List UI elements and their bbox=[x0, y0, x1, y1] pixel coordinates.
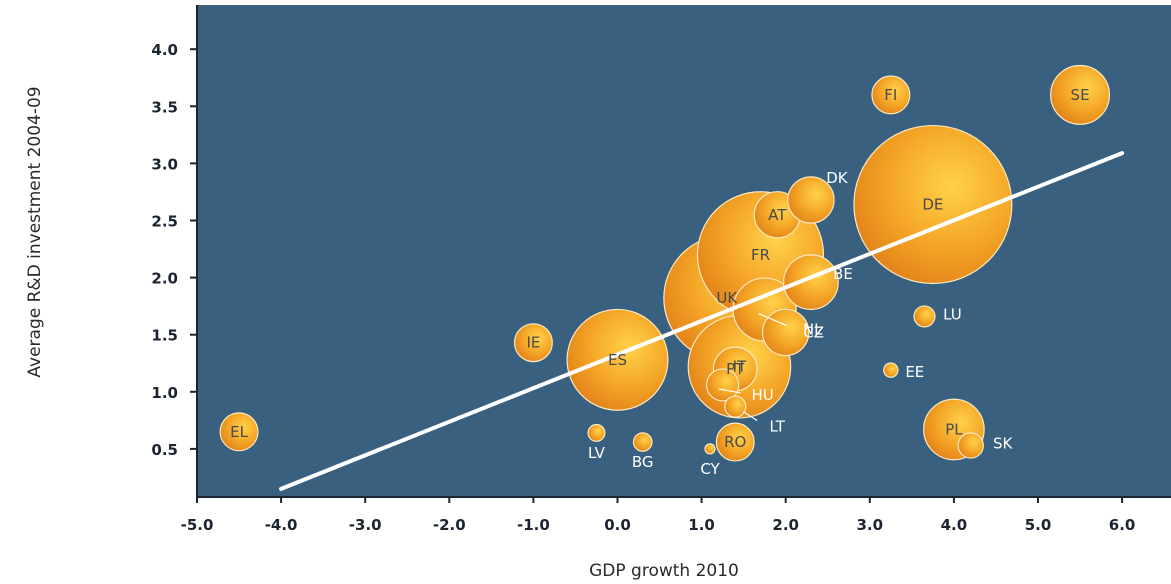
point-label-hu: HU bbox=[751, 386, 773, 404]
bubble-fi bbox=[871, 75, 911, 115]
y-tick-label: 2.0 bbox=[151, 270, 178, 288]
bubble-se bbox=[1050, 64, 1111, 125]
bubble-dk bbox=[787, 176, 835, 224]
point-label-se: SE bbox=[1071, 86, 1090, 104]
x-tick-label: -3.0 bbox=[349, 516, 382, 534]
bubble-cy bbox=[704, 443, 716, 455]
point-label-cz: CZ bbox=[803, 323, 824, 341]
leader-line-nl bbox=[758, 313, 787, 327]
trendline-layer bbox=[279, 151, 1125, 491]
bubble-lu bbox=[913, 305, 936, 328]
leader-line-lt bbox=[742, 411, 758, 422]
trendline bbox=[279, 151, 1125, 491]
bubble-hu bbox=[706, 368, 740, 402]
point-label-de: DE bbox=[922, 196, 943, 214]
point-label-it: IT bbox=[733, 358, 747, 376]
bubble-es bbox=[566, 308, 669, 411]
point-label-nl: NL bbox=[803, 321, 823, 339]
bubble-lv bbox=[587, 423, 606, 442]
point-label-be: BE bbox=[833, 265, 853, 283]
point-label-dk: DK bbox=[826, 169, 849, 187]
bubble-be bbox=[783, 254, 839, 311]
bubble-ie bbox=[513, 323, 553, 363]
point-label-ro: RO bbox=[724, 433, 746, 451]
y-axis-title: Average R&D investment 2004-09 bbox=[25, 86, 45, 377]
x-tick-label: 1.0 bbox=[688, 516, 715, 534]
y-tick-label: 0.5 bbox=[151, 441, 178, 459]
point-label-sk: SK bbox=[993, 434, 1014, 452]
point-label-at: AT bbox=[768, 206, 787, 224]
tick-layer: -5.0 -4.0 -3.0 -2.0 -1.0 0.0 1.0 2.0 3.0 4.0 5.0 6.… bbox=[151, 41, 1135, 534]
x-tick-label: -2.0 bbox=[433, 516, 466, 534]
x-tick-label: 6.0 bbox=[1109, 516, 1136, 534]
point-label-fi: FI bbox=[884, 86, 897, 104]
point-label-lu: LU bbox=[943, 305, 962, 323]
bubble-cz bbox=[762, 308, 810, 357]
x-axis-title: GDP growth 2010 bbox=[589, 561, 739, 581]
y-tick-label: 1.5 bbox=[151, 327, 178, 345]
x-tick-label: 4.0 bbox=[941, 516, 968, 534]
x-tick-label: 3.0 bbox=[857, 516, 884, 534]
point-label-el: EL bbox=[230, 423, 248, 441]
point-label-lv: LV bbox=[588, 444, 606, 462]
point-label-lt: LT bbox=[770, 418, 786, 436]
bubble-bg bbox=[632, 432, 653, 452]
bubble-el bbox=[219, 412, 259, 452]
point-label-pt: PT bbox=[726, 360, 745, 378]
y-tick-label: 3.0 bbox=[151, 155, 178, 173]
x-tick-label: -5.0 bbox=[181, 516, 214, 534]
plot-background bbox=[197, 5, 1171, 496]
y-tick-label: 3.5 bbox=[151, 98, 178, 116]
x-tick-label: -1.0 bbox=[517, 516, 550, 534]
x-tick-label: 0.0 bbox=[604, 516, 631, 534]
x-tick-label: 2.0 bbox=[772, 516, 799, 534]
bubble-ee bbox=[883, 362, 899, 378]
point-label-ee: EE bbox=[905, 363, 924, 381]
x-tick-label: 5.0 bbox=[1025, 516, 1052, 534]
point-label-es: ES bbox=[608, 351, 627, 369]
bubble-lt bbox=[724, 395, 747, 418]
x-tick-label: -4.0 bbox=[265, 516, 298, 534]
y-tick-label: 2.5 bbox=[151, 213, 178, 231]
y-tick-label: 1.0 bbox=[151, 384, 178, 402]
point-label-fr: FR bbox=[751, 246, 770, 264]
y-tick-label: 4.0 bbox=[151, 41, 178, 59]
point-label-pl: PL bbox=[945, 420, 963, 438]
point-label-uk: UK bbox=[716, 289, 738, 307]
bubble-sk bbox=[957, 432, 984, 459]
bubble-ro bbox=[715, 422, 755, 462]
point-label-ie: IE bbox=[526, 334, 540, 352]
point-label-bg: BG bbox=[632, 453, 654, 471]
leader-line-hu bbox=[718, 388, 741, 394]
point-label-cy: CY bbox=[700, 460, 720, 478]
